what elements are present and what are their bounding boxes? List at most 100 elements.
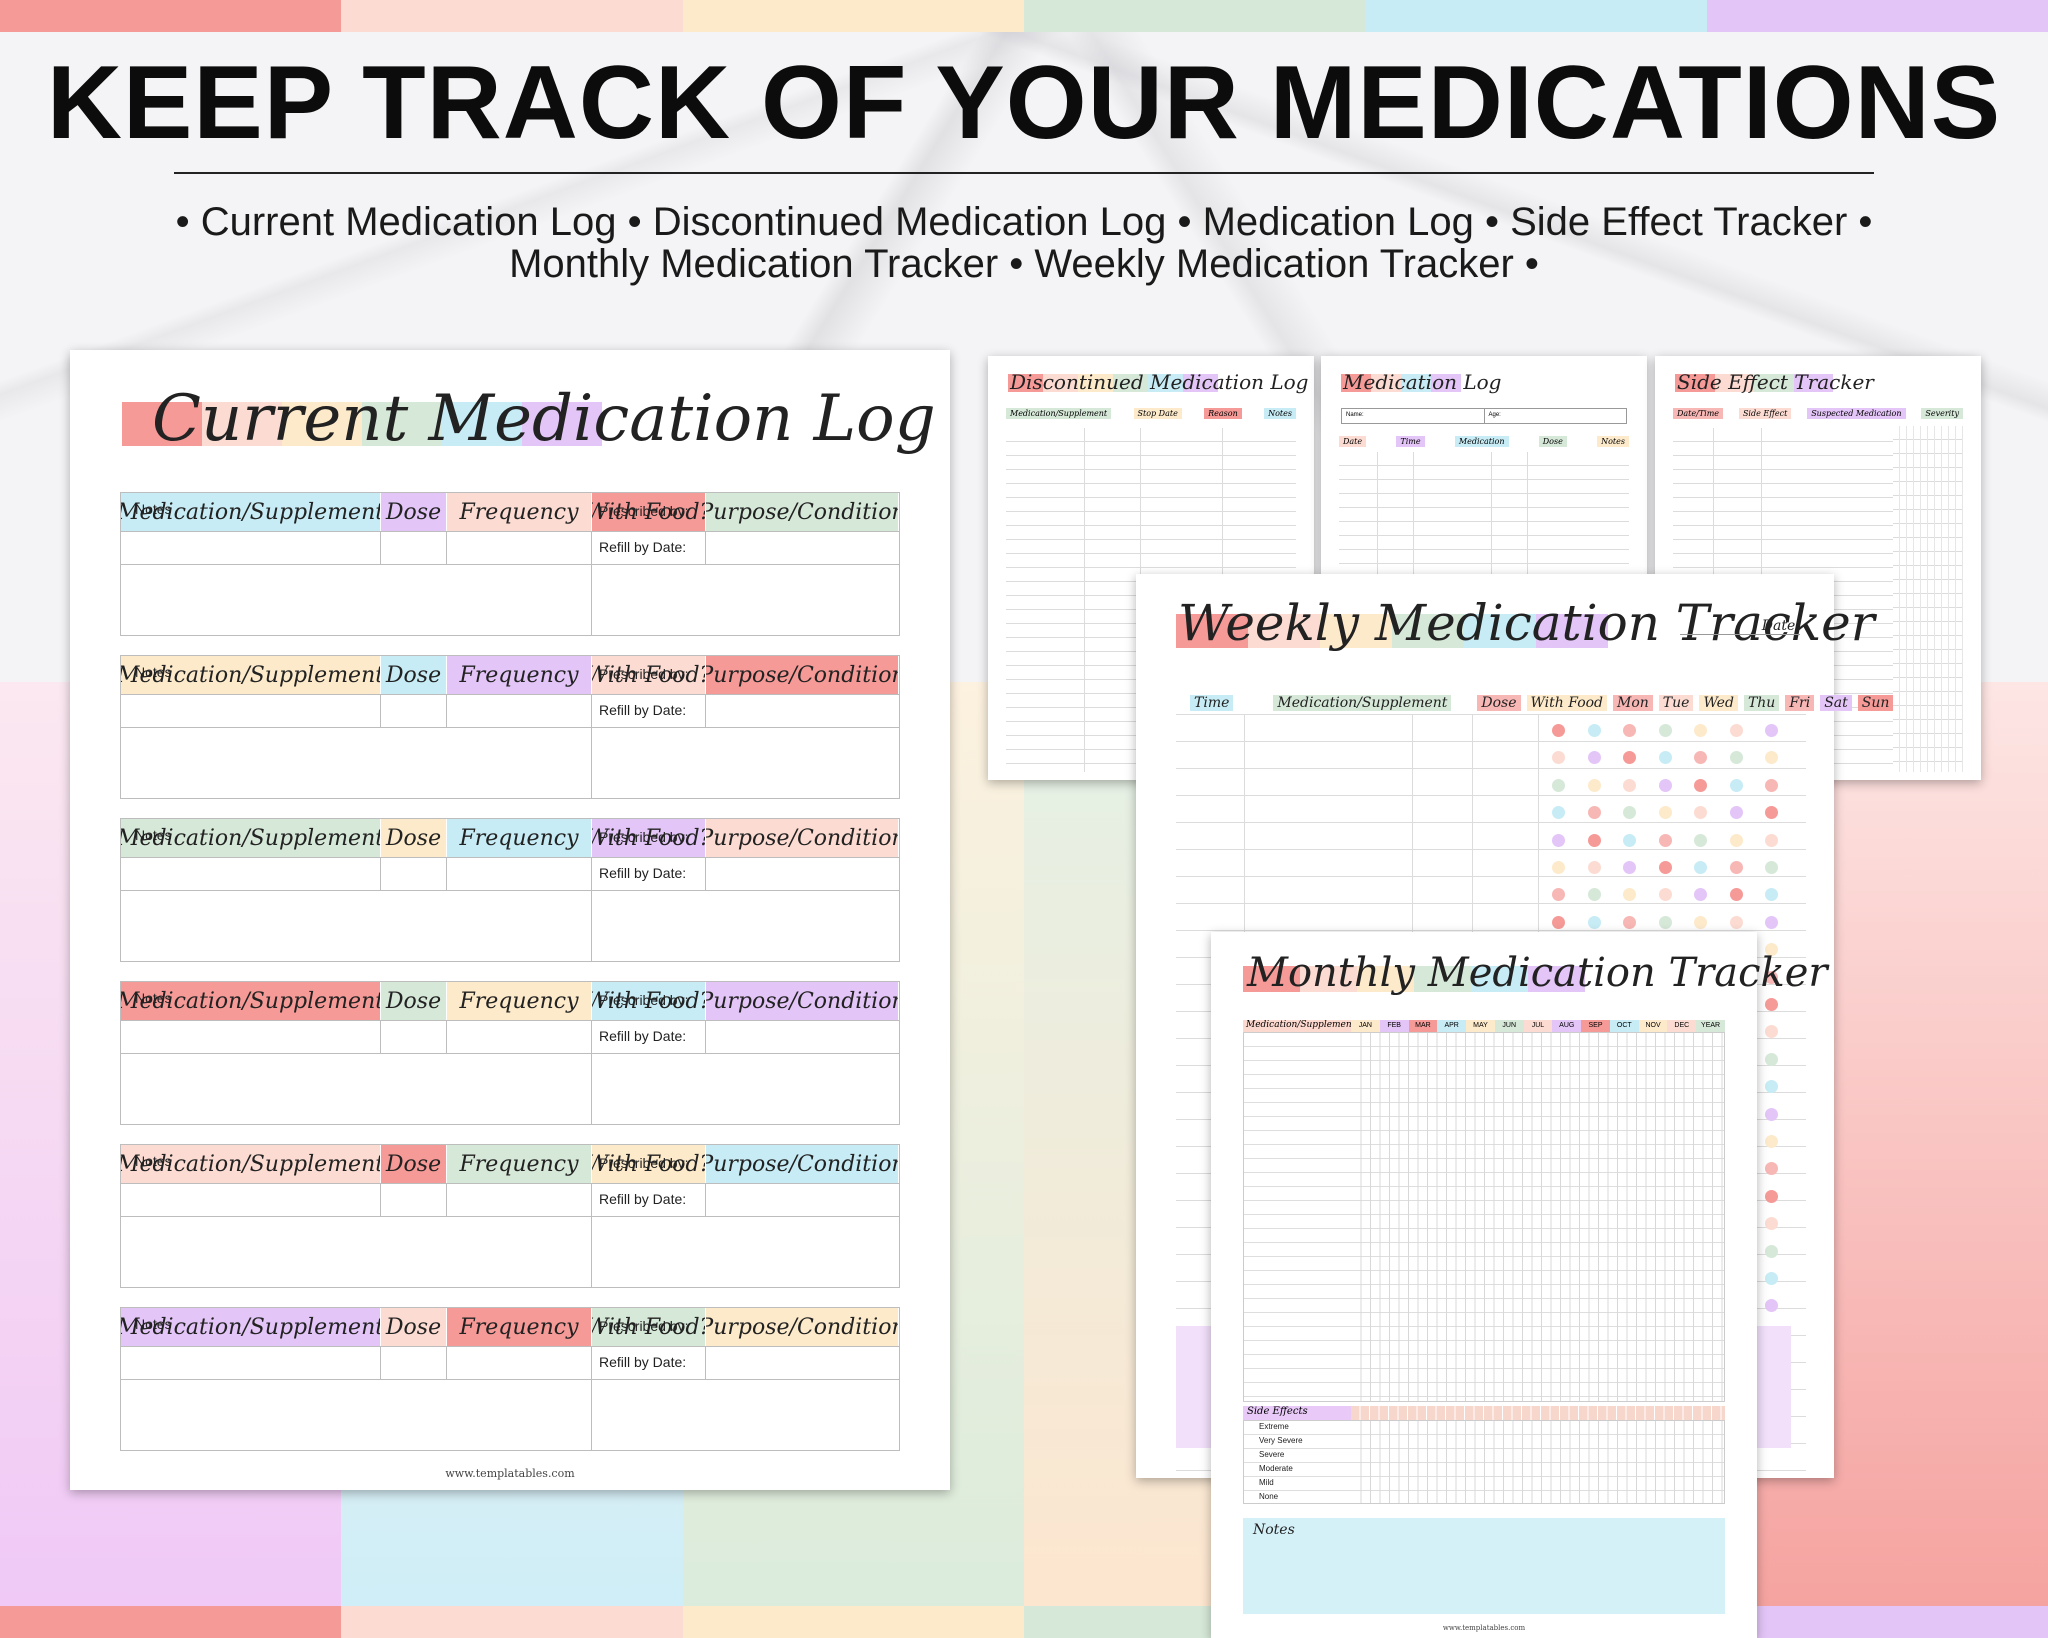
day-check-dot[interactable] — [1765, 915, 1778, 929]
entry-value-field[interactable] — [447, 1184, 592, 1216]
day-check-dot[interactable] — [1765, 724, 1778, 737]
entry-value-field[interactable] — [381, 1184, 447, 1216]
day-check-dot[interactable] — [1765, 1299, 1778, 1313]
day-check-dot[interactable] — [1587, 778, 1601, 792]
day-check-dot[interactable] — [1729, 751, 1743, 765]
day-check-dot[interactable] — [1552, 915, 1565, 929]
day-check-dot[interactable] — [1658, 833, 1672, 847]
entry-value-field[interactable] — [381, 532, 447, 564]
day-check-dot[interactable] — [1765, 1080, 1778, 1094]
entry-value-field[interactable] — [592, 695, 706, 727]
day-check-dot[interactable] — [1658, 915, 1672, 929]
day-check-dot[interactable] — [1765, 1272, 1778, 1285]
entry-value-field[interactable] — [447, 858, 592, 890]
day-check-dot[interactable] — [1729, 833, 1743, 847]
day-check-dot[interactable] — [1552, 751, 1565, 765]
day-check-dot[interactable] — [1765, 1052, 1778, 1066]
day-check-dot[interactable] — [1729, 806, 1743, 820]
day-check-dot[interactable] — [1765, 888, 1778, 902]
day-check-dot[interactable] — [1623, 778, 1636, 792]
day-check-dot[interactable] — [1623, 833, 1636, 847]
day-check-dot[interactable] — [1765, 1135, 1778, 1148]
day-check-dot[interactable] — [1694, 833, 1707, 847]
entry-value-field[interactable] — [592, 532, 706, 564]
day-check-dot[interactable] — [1765, 943, 1778, 957]
day-check-dot[interactable] — [1552, 806, 1565, 820]
entry-value-field[interactable] — [706, 695, 899, 727]
entry-value-field[interactable] — [121, 695, 381, 727]
day-check-dot[interactable] — [1765, 1217, 1778, 1231]
day-check-dot[interactable] — [1623, 861, 1636, 874]
day-check-dot[interactable] — [1765, 861, 1778, 874]
entry-value-field[interactable] — [447, 532, 592, 564]
entry-value-field[interactable] — [381, 1347, 447, 1379]
day-check-dot[interactable] — [1552, 888, 1565, 902]
day-check-dot[interactable] — [1552, 724, 1565, 737]
day-check-dot[interactable] — [1765, 1025, 1778, 1039]
day-check-dot[interactable] — [1765, 970, 1778, 984]
entry-value-field[interactable] — [592, 1021, 706, 1053]
notes-field[interactable] — [121, 1217, 592, 1287]
day-check-dot[interactable] — [1623, 806, 1636, 820]
entry-value-field[interactable] — [381, 858, 447, 890]
day-check-dot[interactable] — [1729, 915, 1743, 929]
day-check-dot[interactable] — [1765, 833, 1778, 847]
entry-value-field[interactable] — [706, 532, 899, 564]
day-check-dot[interactable] — [1694, 888, 1707, 902]
day-check-dot[interactable] — [1587, 915, 1601, 929]
day-check-dot[interactable] — [1765, 1107, 1778, 1121]
day-check-dot[interactable] — [1694, 724, 1707, 737]
entry-value-field[interactable] — [121, 532, 381, 564]
day-check-dot[interactable] — [1765, 998, 1778, 1011]
entry-value-field[interactable] — [121, 1184, 381, 1216]
day-check-dot[interactable] — [1587, 751, 1601, 765]
entry-value-field[interactable] — [381, 1021, 447, 1053]
day-check-dot[interactable] — [1658, 751, 1672, 765]
entry-value-field[interactable] — [121, 1021, 381, 1053]
day-check-dot[interactable] — [1623, 888, 1636, 902]
day-check-dot[interactable] — [1765, 1162, 1778, 1176]
entry-value-field[interactable] — [706, 1184, 899, 1216]
notes-field[interactable] — [121, 1054, 592, 1124]
day-check-dot[interactable] — [1658, 888, 1672, 902]
day-check-dot[interactable] — [1658, 861, 1672, 874]
entry-value-field[interactable] — [381, 695, 447, 727]
entry-value-field[interactable] — [592, 858, 706, 890]
day-check-dot[interactable] — [1658, 724, 1672, 737]
day-check-dot[interactable] — [1694, 751, 1707, 765]
entry-value-field[interactable] — [592, 1347, 706, 1379]
day-check-dot[interactable] — [1658, 806, 1672, 820]
notes-field[interactable] — [121, 565, 592, 635]
day-check-dot[interactable] — [1658, 778, 1672, 792]
day-check-dot[interactable] — [1765, 1189, 1778, 1203]
day-check-dot[interactable] — [1694, 915, 1707, 929]
day-check-dot[interactable] — [1587, 888, 1601, 902]
notes-field[interactable] — [121, 891, 592, 961]
day-check-dot[interactable] — [1587, 833, 1601, 847]
day-check-dot[interactable] — [1623, 915, 1636, 929]
entry-value-field[interactable] — [121, 858, 381, 890]
day-check-dot[interactable] — [1694, 861, 1707, 874]
day-check-dot[interactable] — [1623, 724, 1636, 737]
notes-field[interactable] — [121, 1380, 592, 1450]
day-check-dot[interactable] — [1765, 806, 1778, 820]
day-check-dot[interactable] — [1552, 833, 1565, 847]
entry-value-field[interactable] — [706, 1021, 899, 1053]
entry-value-field[interactable] — [121, 1347, 381, 1379]
day-check-dot[interactable] — [1765, 1244, 1778, 1258]
day-check-dot[interactable] — [1729, 861, 1743, 874]
notes-field[interactable] — [121, 728, 592, 798]
day-check-dot[interactable] — [1694, 806, 1707, 820]
entry-value-field[interactable] — [447, 1347, 592, 1379]
day-check-dot[interactable] — [1694, 778, 1707, 792]
day-check-dot[interactable] — [1587, 861, 1601, 874]
day-check-dot[interactable] — [1729, 778, 1743, 792]
entry-value-field[interactable] — [592, 1184, 706, 1216]
day-check-dot[interactable] — [1623, 751, 1636, 765]
day-check-dot[interactable] — [1587, 806, 1601, 820]
entry-value-field[interactable] — [447, 695, 592, 727]
day-check-dot[interactable] — [1587, 724, 1601, 737]
entry-value-field[interactable] — [706, 858, 899, 890]
day-check-dot[interactable] — [1552, 778, 1565, 792]
entry-value-field[interactable] — [706, 1347, 899, 1379]
